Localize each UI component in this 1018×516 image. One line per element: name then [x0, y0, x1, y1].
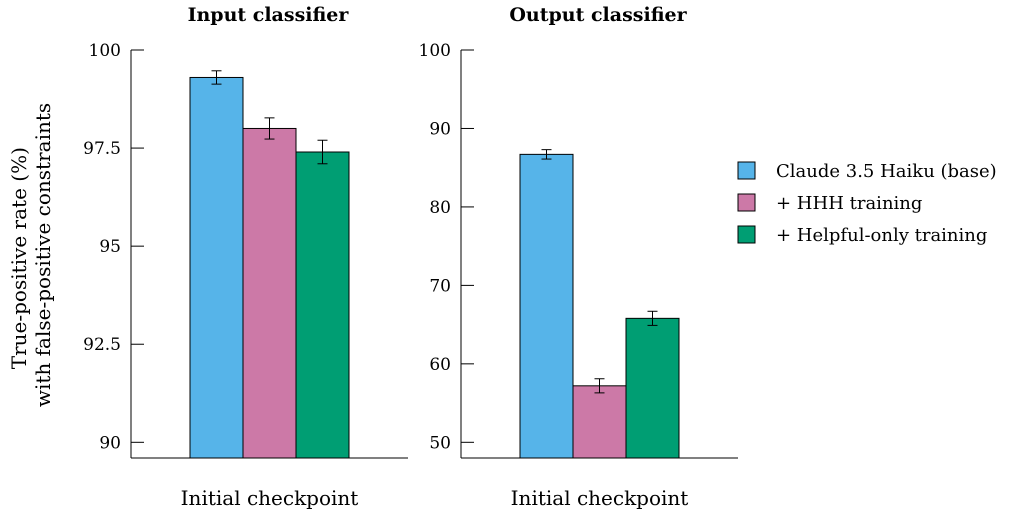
y-tick-label-input: 90 [99, 433, 121, 453]
legend-swatch [737, 225, 756, 244]
x-category-label-input: Initial checkpoint [181, 486, 359, 510]
bar-output-series-1 [572, 385, 627, 459]
y-axis-label-line-1: True-positive rate (%) [7, 147, 31, 369]
y-tick-label-output: 60 [429, 355, 451, 375]
y-tick-label-input: 97.5 [83, 139, 121, 159]
y-tick-label-output: 70 [429, 276, 451, 296]
bar-input-series-2 [295, 151, 350, 459]
legend-item: + HHH training [737, 193, 922, 214]
panel-input: Input classifier 90 92.5 95 97.5 100 Initial c… [83, 4, 408, 510]
y-tick-label-input: 100 [89, 41, 121, 61]
y-axis-label-line-2: with false-positive constraints [31, 103, 55, 407]
legend-label: + Helpful-only training [776, 225, 987, 246]
y-tick-label-output: 90 [429, 119, 451, 139]
bar-input-series-0 [189, 76, 244, 459]
legend-label: Claude 3.5 Haiku (base) [776, 161, 997, 182]
legend-swatch [737, 193, 756, 212]
bar-output-series-0 [519, 153, 574, 459]
y-tick-label-input: 92.5 [83, 335, 121, 355]
y-axis-label: True-positive rate (%) with false-positi… [7, 103, 55, 407]
legend: Claude 3.5 Haiku (base) + HHH training + H… [737, 161, 997, 246]
x-category-label-output: Initial checkpoint [511, 486, 689, 510]
panel-output: Output classifier 50 60 70 80 90 100 Initial ch… [419, 4, 738, 510]
legend-item: + Helpful-only training [737, 225, 987, 246]
y-tick-label-input: 95 [99, 237, 121, 257]
legend-swatch [737, 161, 756, 180]
legend-label: + HHH training [776, 193, 922, 214]
panel-title-input: Input classifier [188, 4, 350, 26]
bar-input-series-1 [242, 127, 297, 459]
chart-panels: Input classifier 90 92.5 95 97.5 100 Initial c… [83, 4, 738, 510]
legend-item: Claude 3.5 Haiku (base) [737, 161, 997, 182]
y-tick-label-output: 100 [419, 41, 451, 61]
panel-title-output: Output classifier [509, 4, 687, 26]
y-tick-label-output: 80 [429, 198, 451, 218]
bar-output-series-2 [625, 317, 680, 459]
y-tick-label-output: 50 [429, 433, 451, 453]
